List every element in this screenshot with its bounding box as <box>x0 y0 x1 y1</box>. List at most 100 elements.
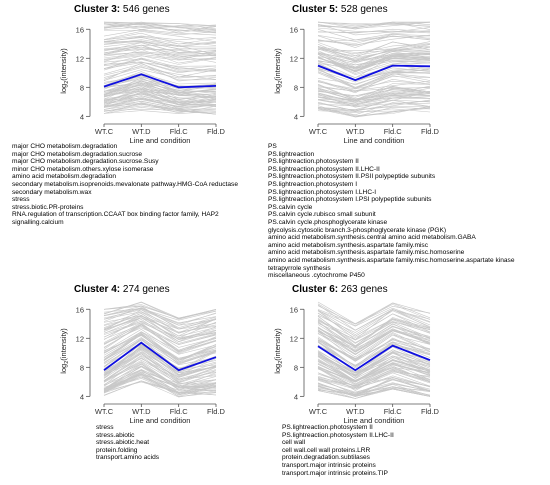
term-item: amino acid metabolism.degradation <box>12 173 117 181</box>
profile-line <box>103 37 217 45</box>
term-item: transport.major intrinsic proteins <box>282 461 376 469</box>
term-item: PS.calvin cycle <box>268 203 313 211</box>
y-tick-label: 4 <box>80 112 84 121</box>
term-item: cell wall <box>282 439 306 447</box>
profile-line <box>317 22 431 30</box>
cluster-5-title: Cluster 5: 528 genes <box>292 4 388 15</box>
term-item: PS.lightreaction.photosystem II <box>282 424 373 431</box>
profile-line <box>317 361 431 381</box>
profile-line <box>103 61 217 74</box>
profile-line <box>103 353 217 380</box>
term-item: stress <box>96 424 114 431</box>
profile-line <box>103 51 217 57</box>
profile-line <box>317 29 431 41</box>
profile-line <box>103 349 217 382</box>
cluster-5-chart: 4 8 12 16 log2(intensity) WT.C WT.D Fld.C Fld.D L… <box>273 21 440 145</box>
cluster-3-panel: Cluster 3: 546 genes 4 8 12 16 log2(intensit… <box>30 4 270 145</box>
x-tick-label: WT.D <box>132 127 151 136</box>
profile-line <box>103 311 217 330</box>
profile-line <box>103 375 217 397</box>
profile-line <box>103 42 217 54</box>
x-tick-label: Fld.C <box>170 127 189 136</box>
profile-line <box>103 106 217 114</box>
y-axis-label-base: log <box>59 364 68 374</box>
profile-line <box>317 80 431 90</box>
profile-line <box>317 316 431 343</box>
profile-line <box>317 99 431 108</box>
profile-line <box>103 55 217 66</box>
profile-line <box>317 91 431 101</box>
x-tick-label: Fld.C <box>170 407 189 416</box>
profile-line <box>317 304 431 331</box>
y-axis-label-sub: 2 <box>64 361 70 364</box>
x-tick-label: Fld.D <box>421 407 440 416</box>
profile-line <box>103 365 217 387</box>
profile-line <box>317 309 431 331</box>
profile-line <box>103 22 217 29</box>
profile-line <box>317 301 431 325</box>
term-item: PS.lightreaction.photosystem I.LHC-I <box>268 188 377 196</box>
y-axis-label-rest: (intensity) <box>59 328 68 361</box>
y-tick-label: 12 <box>76 54 84 63</box>
profile-line <box>317 21 431 27</box>
term-item: PS.lightreaction.photosystem II.LHC-II <box>282 431 394 439</box>
cluster-6-title-name: Cluster 6: <box>292 284 339 295</box>
profile-line <box>103 40 217 50</box>
profile-line <box>103 55 217 65</box>
term-item: PS.lightreaction.photosystem II <box>268 158 359 166</box>
y-tick-label: 12 <box>76 334 84 343</box>
profile-line <box>103 357 217 383</box>
term-item: tetrapyrrole synthesis <box>268 264 331 272</box>
profile-line <box>103 25 217 32</box>
profile-line <box>317 367 431 386</box>
profile-line <box>317 99 431 107</box>
profile-line <box>103 321 217 342</box>
profile-line <box>103 327 217 345</box>
term-item: PS <box>268 143 277 150</box>
cluster-4-panel: Cluster 4: 274 genes 4 8 12 16 log2(intensit… <box>30 284 270 425</box>
y-tick-label: 4 <box>294 112 298 121</box>
profile-line <box>317 45 431 63</box>
term-item: stress <box>12 196 30 204</box>
profile-line <box>317 22 431 29</box>
profile-line <box>317 86 431 101</box>
profile-line <box>317 69 431 88</box>
profile-line <box>103 363 217 388</box>
profile-line <box>317 50 431 68</box>
y-axis-label-sub: 2 <box>64 81 70 84</box>
profile-line <box>103 62 217 69</box>
y-tick-label: 4 <box>294 392 298 401</box>
profile-line <box>317 52 431 66</box>
profile-line <box>317 317 431 347</box>
profile-line <box>317 108 431 113</box>
profile-line <box>317 106 431 118</box>
profile-line <box>317 351 431 379</box>
term-item: major CHO metabolism.degradation.sucrose <box>12 150 143 158</box>
cluster-4-terms: stress stress.abiotic stress.abiotic.heat p… <box>96 424 159 462</box>
cluster-6-terms: PS.lightreaction.photosystem II PS.lightr… <box>282 424 394 477</box>
cluster-5-terms: PS PS.lightreaction PS.lightreaction.photo… <box>268 143 515 280</box>
profile-line <box>103 89 217 99</box>
profile-line <box>317 351 431 377</box>
y-tick-label: 16 <box>76 305 84 314</box>
x-tick-label: WT.C <box>309 127 328 136</box>
term-item: glycolysis.cytosolic branch.3-phosphogly… <box>268 226 447 234</box>
cluster-3-title: Cluster 3: 546 genes <box>74 4 170 15</box>
profile-line <box>317 345 431 376</box>
term-item: PS.calvin cycle.phosphoglycerate kinase <box>268 218 388 226</box>
profile-line <box>317 355 431 377</box>
profile-line <box>103 342 217 366</box>
profile-line <box>103 308 217 321</box>
term-item: PS.calvin cycle.rubisco small subunit <box>268 211 376 219</box>
term-item: PS.lightreaction.photosystem II.PSII pol… <box>268 173 436 181</box>
y-axis: 4 8 12 16 <box>76 25 91 121</box>
y-axis-label: log2(intensity) <box>59 328 70 374</box>
profile-line <box>103 351 217 376</box>
x-axis-label: Line and condition <box>344 136 405 145</box>
profile-line <box>103 66 217 81</box>
profile-line <box>317 307 431 327</box>
y-axis-label: log2(intensity) <box>59 48 70 94</box>
profile-line <box>103 317 217 341</box>
term-item: PS.lightreaction <box>268 150 315 158</box>
profile-line <box>317 56 431 79</box>
